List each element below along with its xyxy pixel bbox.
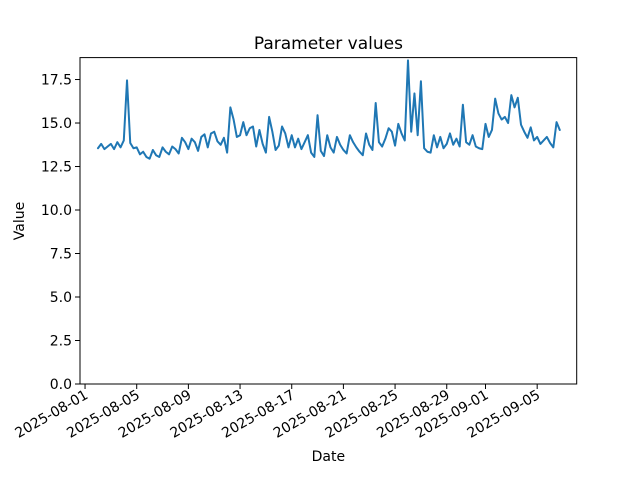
axes-frame bbox=[79, 57, 578, 385]
plot-area bbox=[80, 57, 577, 384]
y-tick-label: 15.0 bbox=[41, 116, 72, 132]
y-tick-label: 12.5 bbox=[41, 159, 72, 175]
x-axis-label: Date bbox=[312, 449, 345, 465]
y-axis-label: Value bbox=[12, 202, 28, 240]
chart-title: Parameter values bbox=[254, 34, 403, 54]
y-tick-label: 2.5 bbox=[50, 333, 72, 349]
data-line-parameter-values bbox=[96, 59, 561, 160]
y-tick-label: 7.5 bbox=[50, 246, 72, 262]
y-tick-label: 5.0 bbox=[50, 290, 72, 306]
y-tick-label: 17.5 bbox=[41, 72, 72, 88]
y-tick-label: 10.0 bbox=[41, 203, 72, 219]
y-tick-label: 0.0 bbox=[50, 377, 72, 393]
